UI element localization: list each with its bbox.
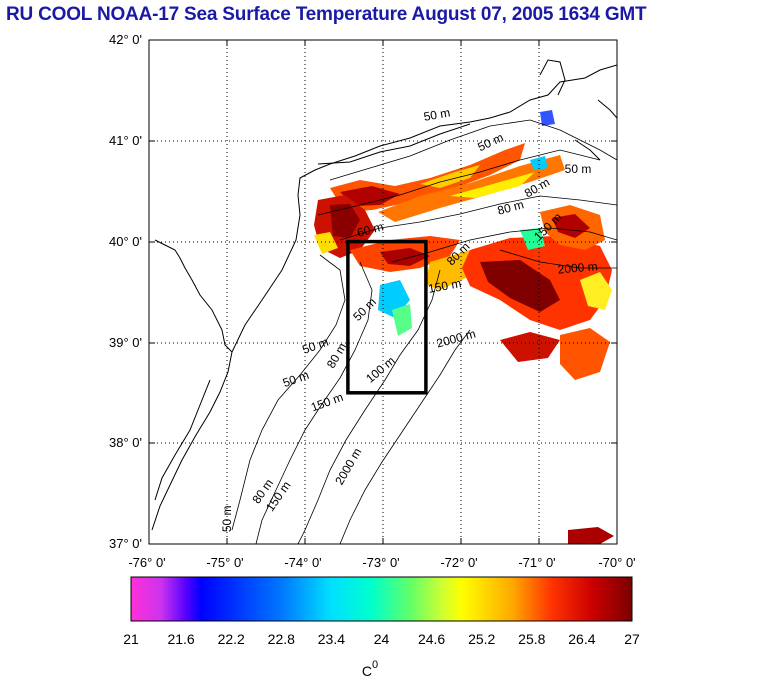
colorbar <box>130 576 633 622</box>
isobath-label: 150 m <box>427 276 462 296</box>
isobath-label: 80 m <box>496 197 525 217</box>
colorbar-ticks: 21 21.6 22.2 22.8 23.4 24 24.6 25.2 25.8 26.4 27 <box>123 631 640 647</box>
isobath-label: 2000 m <box>332 446 364 488</box>
lon-label: -74° 0' <box>284 555 321 570</box>
colorbar-tick-label: 26.4 <box>568 631 595 647</box>
sst-patch <box>560 328 610 380</box>
study-area-box <box>346 239 428 395</box>
lat-label: 42° 0' <box>109 32 142 47</box>
lat-label: 40° 0' <box>109 234 142 249</box>
isobath-label: 50 m <box>350 295 379 324</box>
sst-patch <box>392 304 412 336</box>
lon-label: -70° 0' <box>598 555 635 570</box>
sst-patch <box>480 260 560 312</box>
isobath-label: 50 m <box>300 335 330 357</box>
sst-patch <box>500 332 560 362</box>
latitude-labels: 42° 0' 41° 0' 40° 0' 39° 0' 38° 0' 37° 0… <box>109 32 142 551</box>
isobath-label: 50 m <box>423 105 452 123</box>
lat-label: 38° 0' <box>109 435 142 450</box>
colorbar-tick-label: 21.6 <box>167 631 194 647</box>
lon-label: -76° 0' <box>128 555 165 570</box>
colorbar-tick-label: 22.8 <box>268 631 295 647</box>
colorbar-tick-label: 27 <box>624 631 640 647</box>
colorbar-tick-label: 25.2 <box>468 631 495 647</box>
isobath-label: 50 m <box>220 505 234 532</box>
lon-label: -71° 0' <box>518 555 555 570</box>
isobath-label: 50 m <box>281 368 311 390</box>
sst-patch <box>340 186 400 206</box>
colorbar-tick-label: 25.8 <box>518 631 545 647</box>
sst-patch <box>420 165 480 188</box>
sst-data-layer <box>314 110 614 544</box>
colorbar-tick-label: 21 <box>123 631 139 647</box>
lon-label: -73° 0' <box>362 555 399 570</box>
sst-patch <box>450 172 535 198</box>
isobath-label: 150 m <box>309 390 345 415</box>
colorbar-tick-label: 24.6 <box>418 631 445 647</box>
isobath-label: 2000 m <box>435 327 477 351</box>
frame-ticks <box>148 39 618 545</box>
map-title: RU COOL NOAA-17 Sea Surface Temperature … <box>6 4 647 25</box>
sst-patch <box>540 110 555 126</box>
colorbar-tick-label: 24 <box>374 631 390 647</box>
isobaths <box>231 119 617 544</box>
lat-label: 37° 0' <box>109 536 142 551</box>
sst-patch <box>314 232 338 254</box>
longitude-labels: -76° 0' -75° 0' -74° 0' -73° 0' -72° 0' … <box>128 555 635 570</box>
lat-label: 41° 0' <box>109 133 142 148</box>
graticule <box>149 40 617 544</box>
sst-patch <box>552 214 590 238</box>
lat-label: 39° 0' <box>109 335 142 350</box>
isobath-label: 100 m <box>363 353 398 385</box>
isobath-label: 60 m <box>356 219 385 239</box>
sst-patch <box>330 204 360 238</box>
isobath-label: 50 m <box>475 130 505 154</box>
sst-patch <box>530 156 548 170</box>
colorbar-tick-label: 23.4 <box>318 631 345 647</box>
colorbar-unit: C0 <box>362 659 378 679</box>
sst-patch <box>378 155 565 222</box>
lon-label: -75° 0' <box>206 555 243 570</box>
lon-label: -72° 0' <box>440 555 477 570</box>
sst-patch <box>568 527 614 544</box>
isobath-label: 2000 m <box>557 259 598 276</box>
colorbar-tick-label: 22.2 <box>218 631 245 647</box>
sst-patch <box>580 272 612 310</box>
isobath-label: 50 m <box>565 162 592 176</box>
coastline <box>151 59 617 531</box>
